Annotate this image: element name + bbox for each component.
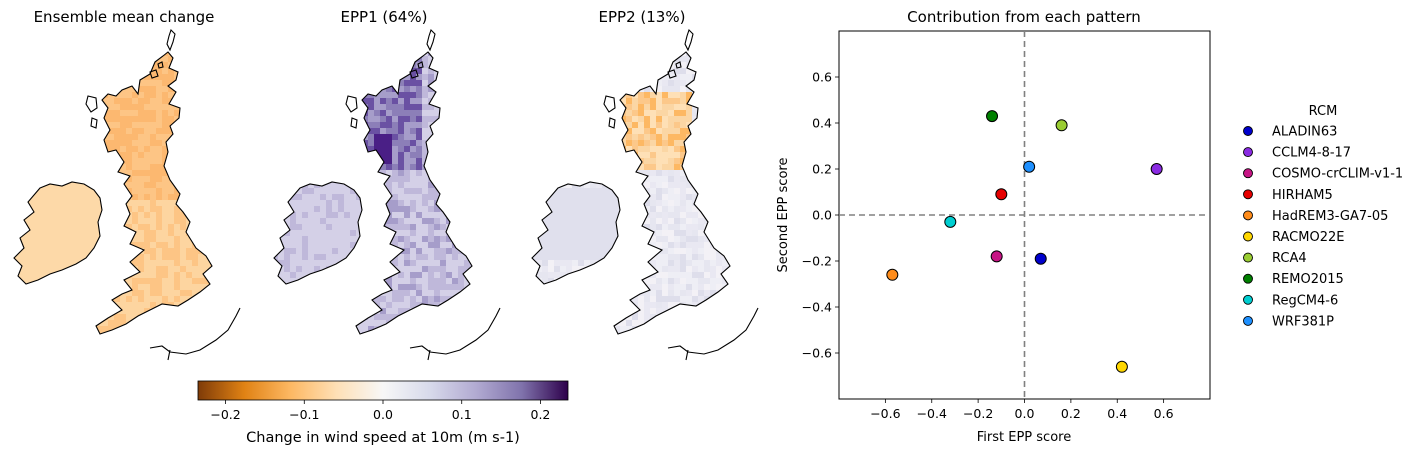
map-title: EPP1 (64%) xyxy=(341,8,428,26)
point-racmo22e xyxy=(1115,360,1128,373)
map-fill xyxy=(274,30,472,334)
legend-marker xyxy=(1243,231,1253,242)
x-tick-label: 0.0 xyxy=(1015,406,1035,421)
legend-marker xyxy=(1243,252,1253,263)
scatter-panel: Contribution from each pattern −0.6 −0.4 −… xyxy=(776,8,1211,445)
point-rca4 xyxy=(1055,119,1068,132)
france-coast xyxy=(409,307,501,361)
legend-marker xyxy=(1243,210,1253,221)
x-axis-label: First EPP score xyxy=(977,430,1071,445)
y-tick-label: 0.4 xyxy=(812,116,832,131)
legend-label: COSMO-crCLIM-v1-1 xyxy=(1272,167,1403,182)
map-panel-ensemble-mean: Ensemble mean change xyxy=(13,8,241,361)
point-aladin63 xyxy=(1034,252,1047,265)
point-hadrem3-ga7-05 xyxy=(886,268,899,281)
colorbar-tick-label: 0.1 xyxy=(452,407,472,422)
y-axis-label: Second EPP score xyxy=(776,158,791,273)
y-tick-label: 0.0 xyxy=(812,208,832,223)
legend-label: RegCM4-6 xyxy=(1272,293,1338,308)
point-wrf381p xyxy=(1023,160,1036,173)
y-tick-label: 0.6 xyxy=(812,70,832,85)
x-tick-label: −0.6 xyxy=(870,406,900,421)
y-tick-label: −0.2 xyxy=(802,254,832,269)
legend-label: RCA4 xyxy=(1272,251,1307,266)
legend-marker xyxy=(1243,294,1253,305)
scatter-title: Contribution from each pattern xyxy=(907,8,1141,26)
legend-label: CCLM4-8-17 xyxy=(1272,146,1351,161)
y-tick-label: −0.6 xyxy=(802,346,832,361)
colorbar-gradient xyxy=(197,380,569,401)
map-fill xyxy=(532,30,730,334)
map-title: EPP2 (13%) xyxy=(599,8,686,26)
point-remo2015 xyxy=(986,110,999,123)
y-tick-label: −0.4 xyxy=(802,300,832,315)
legend-marker xyxy=(1243,189,1253,200)
point-cclm4-8-17 xyxy=(1150,163,1163,175)
legend-marker xyxy=(1243,273,1253,284)
france-coast xyxy=(149,307,241,361)
legend-marker xyxy=(1243,147,1253,158)
colorbar-tick-label: −0.2 xyxy=(210,407,240,422)
point-cosmo-crclim-v1-1 xyxy=(990,250,1003,263)
map-fill xyxy=(14,30,212,334)
legend: RCM ALADIN63 CCLM4-8-17 COSMO-crCLIM-v1-1 H… xyxy=(1243,104,1403,329)
colorbar-label: Change in wind speed at 10m (m s-1) xyxy=(246,430,520,446)
legend-label: RACMO22E xyxy=(1272,230,1344,245)
legend-marker xyxy=(1243,126,1253,136)
x-tick-label: −0.4 xyxy=(917,406,947,421)
legend-label: HadREM3-GA7-05 xyxy=(1272,209,1388,224)
legend-label: HIRHAM5 xyxy=(1272,188,1333,203)
map-panel-epp1: EPP1 (64%) xyxy=(273,8,501,361)
colorbar-tick-label: 0.2 xyxy=(531,407,551,422)
x-tick-label: 0.6 xyxy=(1154,406,1174,421)
colorbar-tick-label: 0.0 xyxy=(373,407,393,422)
legend-title: RCM xyxy=(1309,104,1338,119)
legend-label: ALADIN63 xyxy=(1272,125,1337,140)
legend-label: REMO2015 xyxy=(1272,272,1344,287)
y-tick-label: 0.2 xyxy=(812,162,832,177)
point-regcm4-6 xyxy=(944,215,957,228)
legend-marker xyxy=(1243,315,1253,326)
map-panel-epp2: EPP2 (13%) xyxy=(531,8,759,361)
map-title: Ensemble mean change xyxy=(34,8,215,26)
colorbar: −0.2 −0.1 0.0 0.1 0.2 Change in wind speed a… xyxy=(197,380,569,446)
france-coast xyxy=(667,307,759,361)
x-tick-label: 0.2 xyxy=(1061,406,1081,421)
x-tick-label: −0.2 xyxy=(963,406,993,421)
colorbar-tick-label: −0.1 xyxy=(289,407,319,422)
legend-label: WRF381P xyxy=(1272,314,1334,329)
point-hirham5 xyxy=(995,188,1008,201)
x-tick-label: 0.4 xyxy=(1107,406,1127,421)
legend-marker xyxy=(1243,168,1253,179)
